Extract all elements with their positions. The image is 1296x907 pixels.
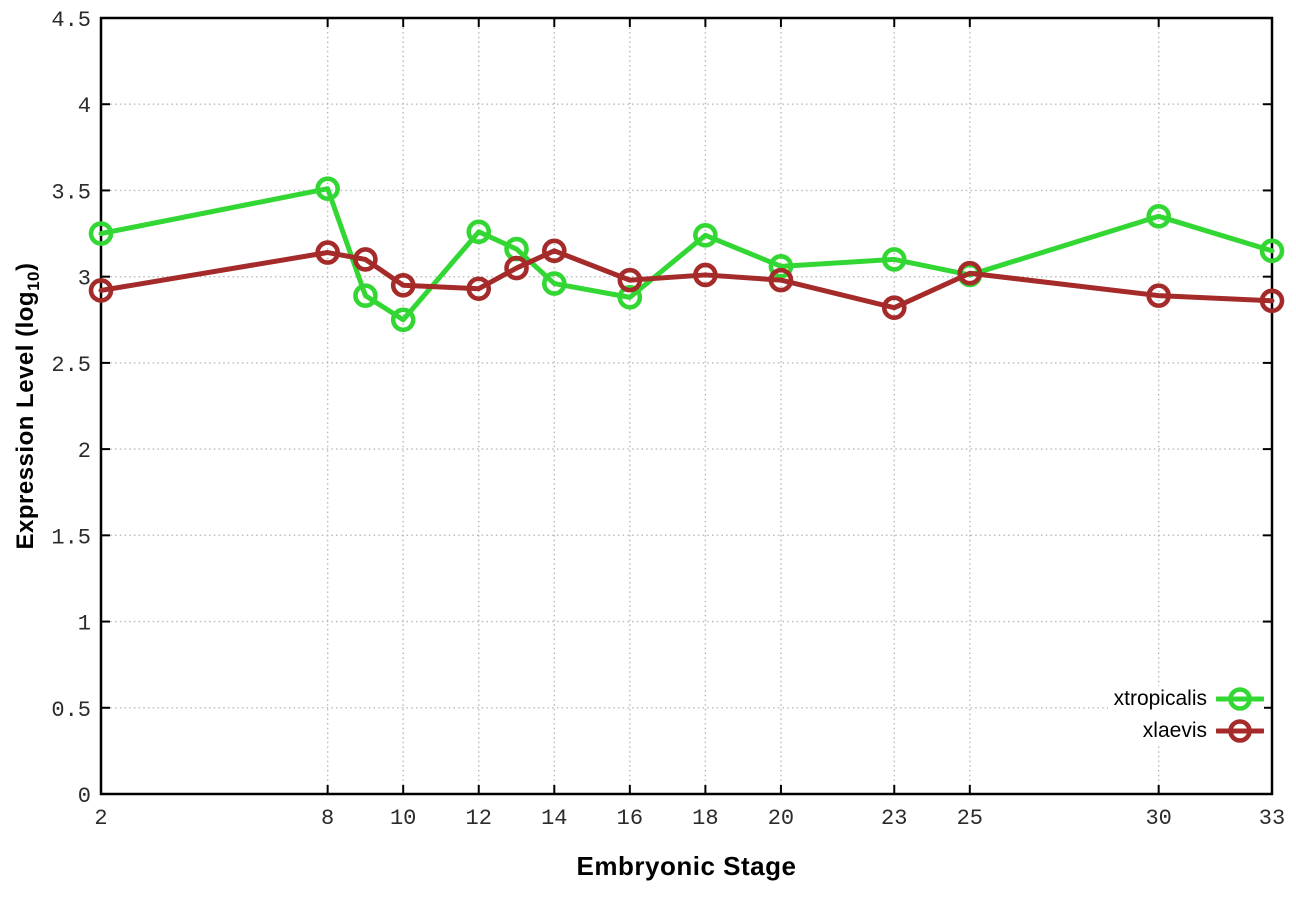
series-xtropicalis-marker — [88, 221, 114, 246]
y-tick-label: 3 — [78, 267, 91, 292]
y-tick-label: 1 — [78, 612, 91, 637]
series-xlaevis-marker — [1259, 288, 1285, 314]
x-tick-label: 14 — [541, 806, 567, 831]
y-axis-title-suffix: ) — [12, 262, 40, 272]
y-tick-label: 0 — [78, 784, 91, 809]
x-tick-label: 23 — [881, 806, 907, 831]
legend-label-xlaevis: xlaevis — [1142, 719, 1207, 742]
y-tick-label: 2.5 — [51, 353, 91, 378]
series-xtropicalis-marker — [353, 283, 378, 308]
series-xtropicalis — [88, 176, 1285, 333]
series-xlaevis-marker — [881, 295, 907, 321]
series-xlaevis-marker — [88, 278, 114, 303]
series-xtropicalis-marker — [390, 307, 416, 333]
y-tick-labels: 0 0.5 1 1.5 2 2.5 3 3.5 4 4.5 — [51, 8, 91, 809]
x-tick-label: 10 — [390, 806, 416, 831]
x-tick-label: 18 — [692, 806, 718, 831]
plot-border — [99, 16, 1274, 796]
x-tick-label: 16 — [617, 806, 643, 831]
x-axis-title: Embryonic Stage — [576, 851, 797, 881]
series-xtropicalis-marker — [466, 219, 492, 245]
series-xlaevis-marker — [504, 255, 529, 281]
series-xlaevis — [88, 238, 1285, 321]
series-xtropicalis-marker — [693, 222, 718, 248]
series-xtropicalis-marker — [315, 176, 340, 202]
series-xlaevis-marker — [693, 262, 718, 288]
series-xlaevis-marker — [768, 267, 794, 293]
x-tick-label: 2 — [94, 806, 107, 831]
legend-label-xtropicalis: xtropicalis — [1113, 687, 1207, 710]
series-xtropicalis-marker — [1259, 238, 1285, 264]
x-tick-label: 30 — [1145, 806, 1171, 831]
gridlines — [101, 18, 1272, 794]
legend-item-xlaevis: xlaevis — [1143, 718, 1264, 744]
y-tick-label: 3.5 — [51, 180, 91, 205]
legend-item-xtropicalis: xtropicalis — [1114, 686, 1264, 712]
y-tick-label: 4 — [78, 94, 91, 119]
series-xtropicalis-marker — [617, 285, 643, 310]
legend: xtropicalis xlaevis — [1107, 686, 1264, 744]
series-xlaevis-marker — [1146, 283, 1171, 308]
y-axis-title: Expression Level (log10) — [12, 263, 44, 550]
series-xlaevis-marker — [315, 240, 340, 265]
series-xtropicalis-marker — [881, 247, 907, 272]
x-tick-label: 20 — [768, 806, 794, 831]
series-xtropicalis-marker — [768, 254, 794, 279]
y-tick-label: 4.5 — [51, 8, 91, 33]
x-tick-label: 25 — [957, 806, 983, 831]
x-tick-label: 12 — [466, 806, 492, 831]
series-xlaevis-marker — [466, 276, 492, 302]
y-tick-label: 0.5 — [51, 698, 91, 723]
y-tick-label: 1.5 — [51, 525, 91, 550]
y-tick-label: 2 — [78, 439, 91, 464]
series-xlaevis-marker — [957, 260, 983, 286]
legend-marker-xlaevis-icon — [1216, 719, 1264, 743]
x-tick-label: 33 — [1259, 806, 1285, 831]
x-tick-labels: 2 8 10 12 14 16 18 20 23 25 30 33 — [94, 806, 1285, 831]
series-xlaevis-marker — [390, 272, 416, 298]
axis-ticks — [100, 17, 1273, 795]
series-xtropicalis-marker — [541, 271, 567, 296]
series-xtropicalis-marker — [1146, 204, 1171, 229]
series-xlaevis-marker — [353, 247, 378, 272]
series-xlaevis-marker — [541, 238, 567, 264]
series-xlaevis-line — [98, 248, 1275, 311]
y-axis-title-text: Expression Level (log — [12, 290, 40, 550]
series-xlaevis-marker — [617, 267, 643, 293]
legend-marker-xtropicalis-icon — [1216, 687, 1264, 711]
y-axis-title-subscript: 10 — [23, 271, 43, 291]
series-xtropicalis-line — [98, 186, 1275, 323]
x-tick-label: 8 — [321, 806, 334, 831]
